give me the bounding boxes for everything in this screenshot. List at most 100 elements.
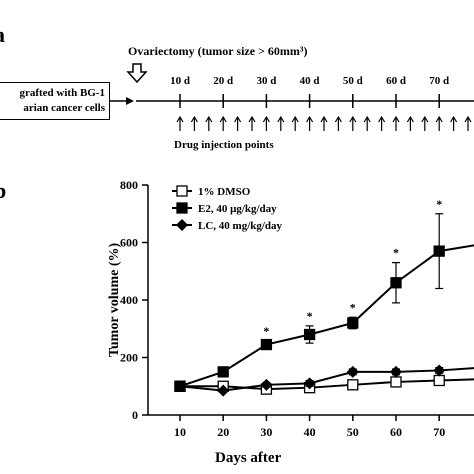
timeline-day-label: 30 d (256, 75, 276, 87)
data-point-open-square (176, 185, 188, 197)
injection-arrow-head (219, 115, 227, 123)
injection-arrow-head (435, 115, 443, 123)
injection-arrow-icon (248, 115, 256, 131)
x-tick-label: 70 (433, 425, 445, 439)
significance-star: * (263, 324, 269, 338)
timeline-day-label: 10 d (170, 75, 190, 87)
injection-arrow-icon (234, 115, 242, 131)
injection-arrow-head (363, 115, 371, 123)
data-point-diamond (217, 384, 230, 397)
injection-arrow-head (334, 115, 342, 123)
data-point-diamond (303, 377, 316, 390)
injection-arrow-head (392, 115, 400, 123)
timeline-title: Ovariectomy (tumor size > 60mm³) (128, 44, 308, 58)
data-point-filled-square (433, 245, 445, 257)
injection-arrow-icon (262, 115, 270, 131)
injection-arrow-icon (320, 115, 328, 131)
data-point-open-square (433, 374, 445, 387)
injection-arrow-head (421, 115, 429, 123)
injection-arrow-icon (219, 115, 227, 131)
y-tick-label: 200 (120, 351, 138, 365)
injection-arrow-head (262, 115, 270, 123)
x-axis-title: Days after (215, 450, 282, 466)
injection-arrow-icon (306, 115, 314, 131)
series-line (179, 244, 474, 388)
y-tick-label: 400 (120, 293, 138, 307)
y-tick-label: 0 (132, 408, 138, 422)
xenograft-box: grafted with BG-1 arian cancer cells (0, 82, 110, 120)
data-point-open-square (390, 376, 402, 388)
significance-star: * (307, 309, 313, 323)
injection-arrow-head (464, 115, 472, 123)
injection-arrow-head (406, 115, 414, 123)
y-tick-label: 800 (120, 178, 138, 192)
data-point-filled-square (303, 328, 316, 341)
timeline-day-label: 60 d (386, 75, 406, 87)
significance-star: * (436, 197, 442, 211)
series-line (179, 367, 474, 392)
xenograft-line-2: arian cancer cells (23, 102, 105, 114)
injection-arrow-icon (435, 115, 443, 131)
timeline-day-label: 70 d (429, 75, 449, 87)
x-tick-label: 50 (347, 425, 359, 439)
injection-arrow-icon (464, 115, 472, 131)
panel-b-label: b (0, 178, 7, 203)
ovariectomy-arrow-icon (126, 63, 148, 84)
data-point-open-square (347, 379, 359, 391)
significance-star: * (350, 300, 356, 314)
injection-arrow-head (205, 115, 213, 123)
injection-arrow-icon (291, 115, 299, 131)
injection-arrow-icon (190, 115, 198, 131)
injection-arrow-head (349, 115, 357, 123)
data-point-diamond (390, 365, 402, 378)
xenograft-line-1: grafted with BG-1 (19, 87, 105, 99)
injection-arrow-head (378, 115, 386, 123)
injection-arrow-icon (406, 115, 414, 131)
data-point-filled-square (260, 338, 273, 351)
significance-star: * (393, 246, 399, 260)
injection-arrow-head (176, 115, 184, 123)
injection-arrow-icon (378, 115, 386, 131)
x-tick-label: 60 (390, 425, 402, 439)
injection-arrow-head (277, 115, 285, 123)
legend-label: E2, 40 μg/kg/day (198, 203, 277, 215)
data-point-diamond (176, 219, 188, 231)
data-point-filled-square (217, 366, 229, 378)
series-filled-diamond (174, 364, 474, 397)
x-tick-label: 30 (260, 425, 272, 439)
injection-arrow-head (234, 115, 242, 123)
injection-arrow-icon (392, 115, 400, 131)
data-point-diamond (433, 364, 446, 377)
x-tick-label: 40 (304, 425, 316, 439)
legend-label: LC, 40 mg/kg/day (198, 220, 283, 232)
injection-arrow-icon (205, 115, 213, 131)
injection-arrow-icon (176, 115, 184, 131)
legend-label: 1% DMSO (198, 186, 251, 198)
injection-arrow-icon (277, 115, 285, 131)
injection-arrow-icon (349, 115, 357, 131)
data-point-filled-square (347, 317, 359, 329)
injection-arrow-icon (450, 115, 458, 131)
panel-a-label: a (0, 22, 5, 48)
injection-arrow-head (450, 115, 458, 123)
data-point-filled-square (390, 277, 402, 289)
series-line (180, 378, 474, 391)
xenograft-arrowhead (126, 97, 134, 105)
injection-arrow-head (190, 115, 198, 123)
legend-item: LC, 40 mg/kg/day (172, 219, 283, 232)
injection-arrow-icon (363, 115, 371, 131)
data-point-diamond (260, 378, 273, 391)
series-filled-square: * * * * * (174, 197, 474, 392)
legend-item: E2, 40 μg/kg/day (172, 202, 277, 215)
x-tick-label: 20 (217, 425, 229, 439)
timeline-day-label: 20 d (213, 75, 233, 87)
injection-arrow-head (248, 115, 256, 123)
injection-arrow-icon (421, 115, 429, 131)
data-point-diamond (346, 365, 359, 378)
injection-label: Drug injection points (174, 139, 274, 151)
data-point-filled-square (176, 202, 188, 214)
x-tick-label: 10 (174, 425, 186, 439)
injection-arrow-head (320, 115, 328, 123)
injection-arrow-head (291, 115, 299, 123)
injection-arrow-head (306, 115, 314, 123)
